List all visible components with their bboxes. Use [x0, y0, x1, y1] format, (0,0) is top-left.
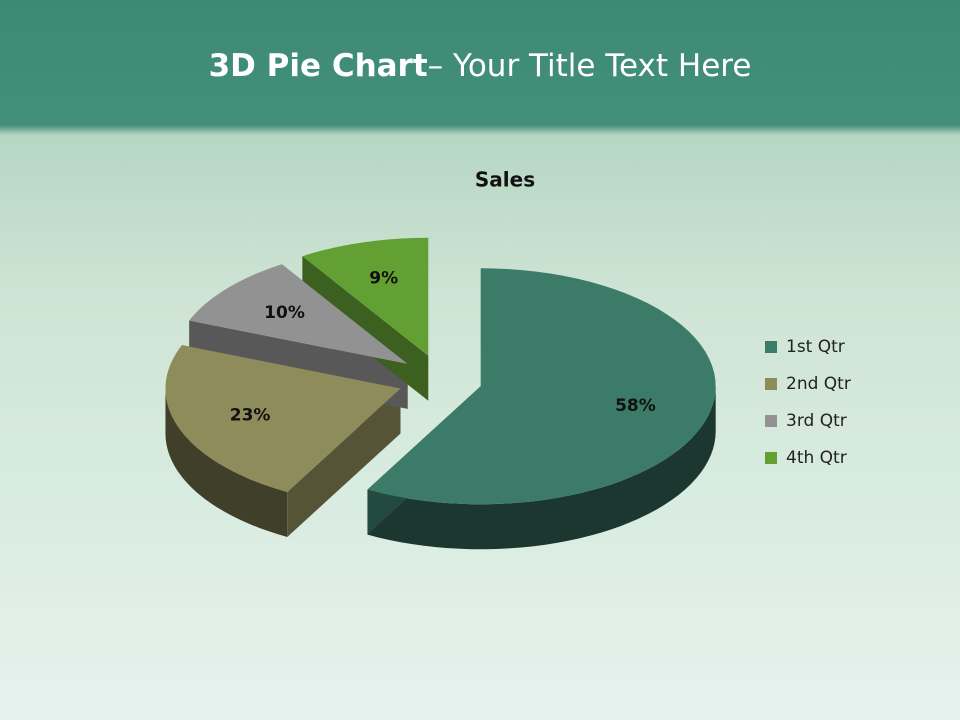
legend-swatch [765, 452, 777, 464]
data-label: 58% [615, 396, 656, 416]
slice-side [367, 386, 716, 550]
legend-label: 2nd Qtr [786, 374, 851, 394]
legend-swatch [765, 415, 777, 427]
slice [367, 268, 716, 505]
slice-side [165, 388, 288, 537]
legend-swatch [765, 341, 777, 353]
data-label: 10% [264, 303, 305, 323]
slice-cut [302, 256, 429, 401]
legend-label: 4th Qtr [786, 448, 847, 468]
legend-label: 3rd Qtr [786, 411, 847, 431]
legend-swatch [765, 378, 777, 390]
slice [302, 237, 429, 356]
tops [165, 237, 716, 505]
slice [165, 345, 401, 492]
title-rest: – Your Title Text Here [427, 48, 752, 84]
data-label: 23% [230, 406, 271, 426]
legend-label: 1st Qtr [786, 337, 845, 357]
data-label: 9% [369, 269, 398, 289]
slide-title: 3D Pie Chart– Your Title Text Here [0, 48, 960, 84]
title-bold: 3D Pie Chart [208, 48, 428, 84]
chart-title: Sales [475, 168, 535, 192]
slice [189, 264, 408, 364]
labels: 58% 23% 10% 9% [230, 269, 656, 426]
